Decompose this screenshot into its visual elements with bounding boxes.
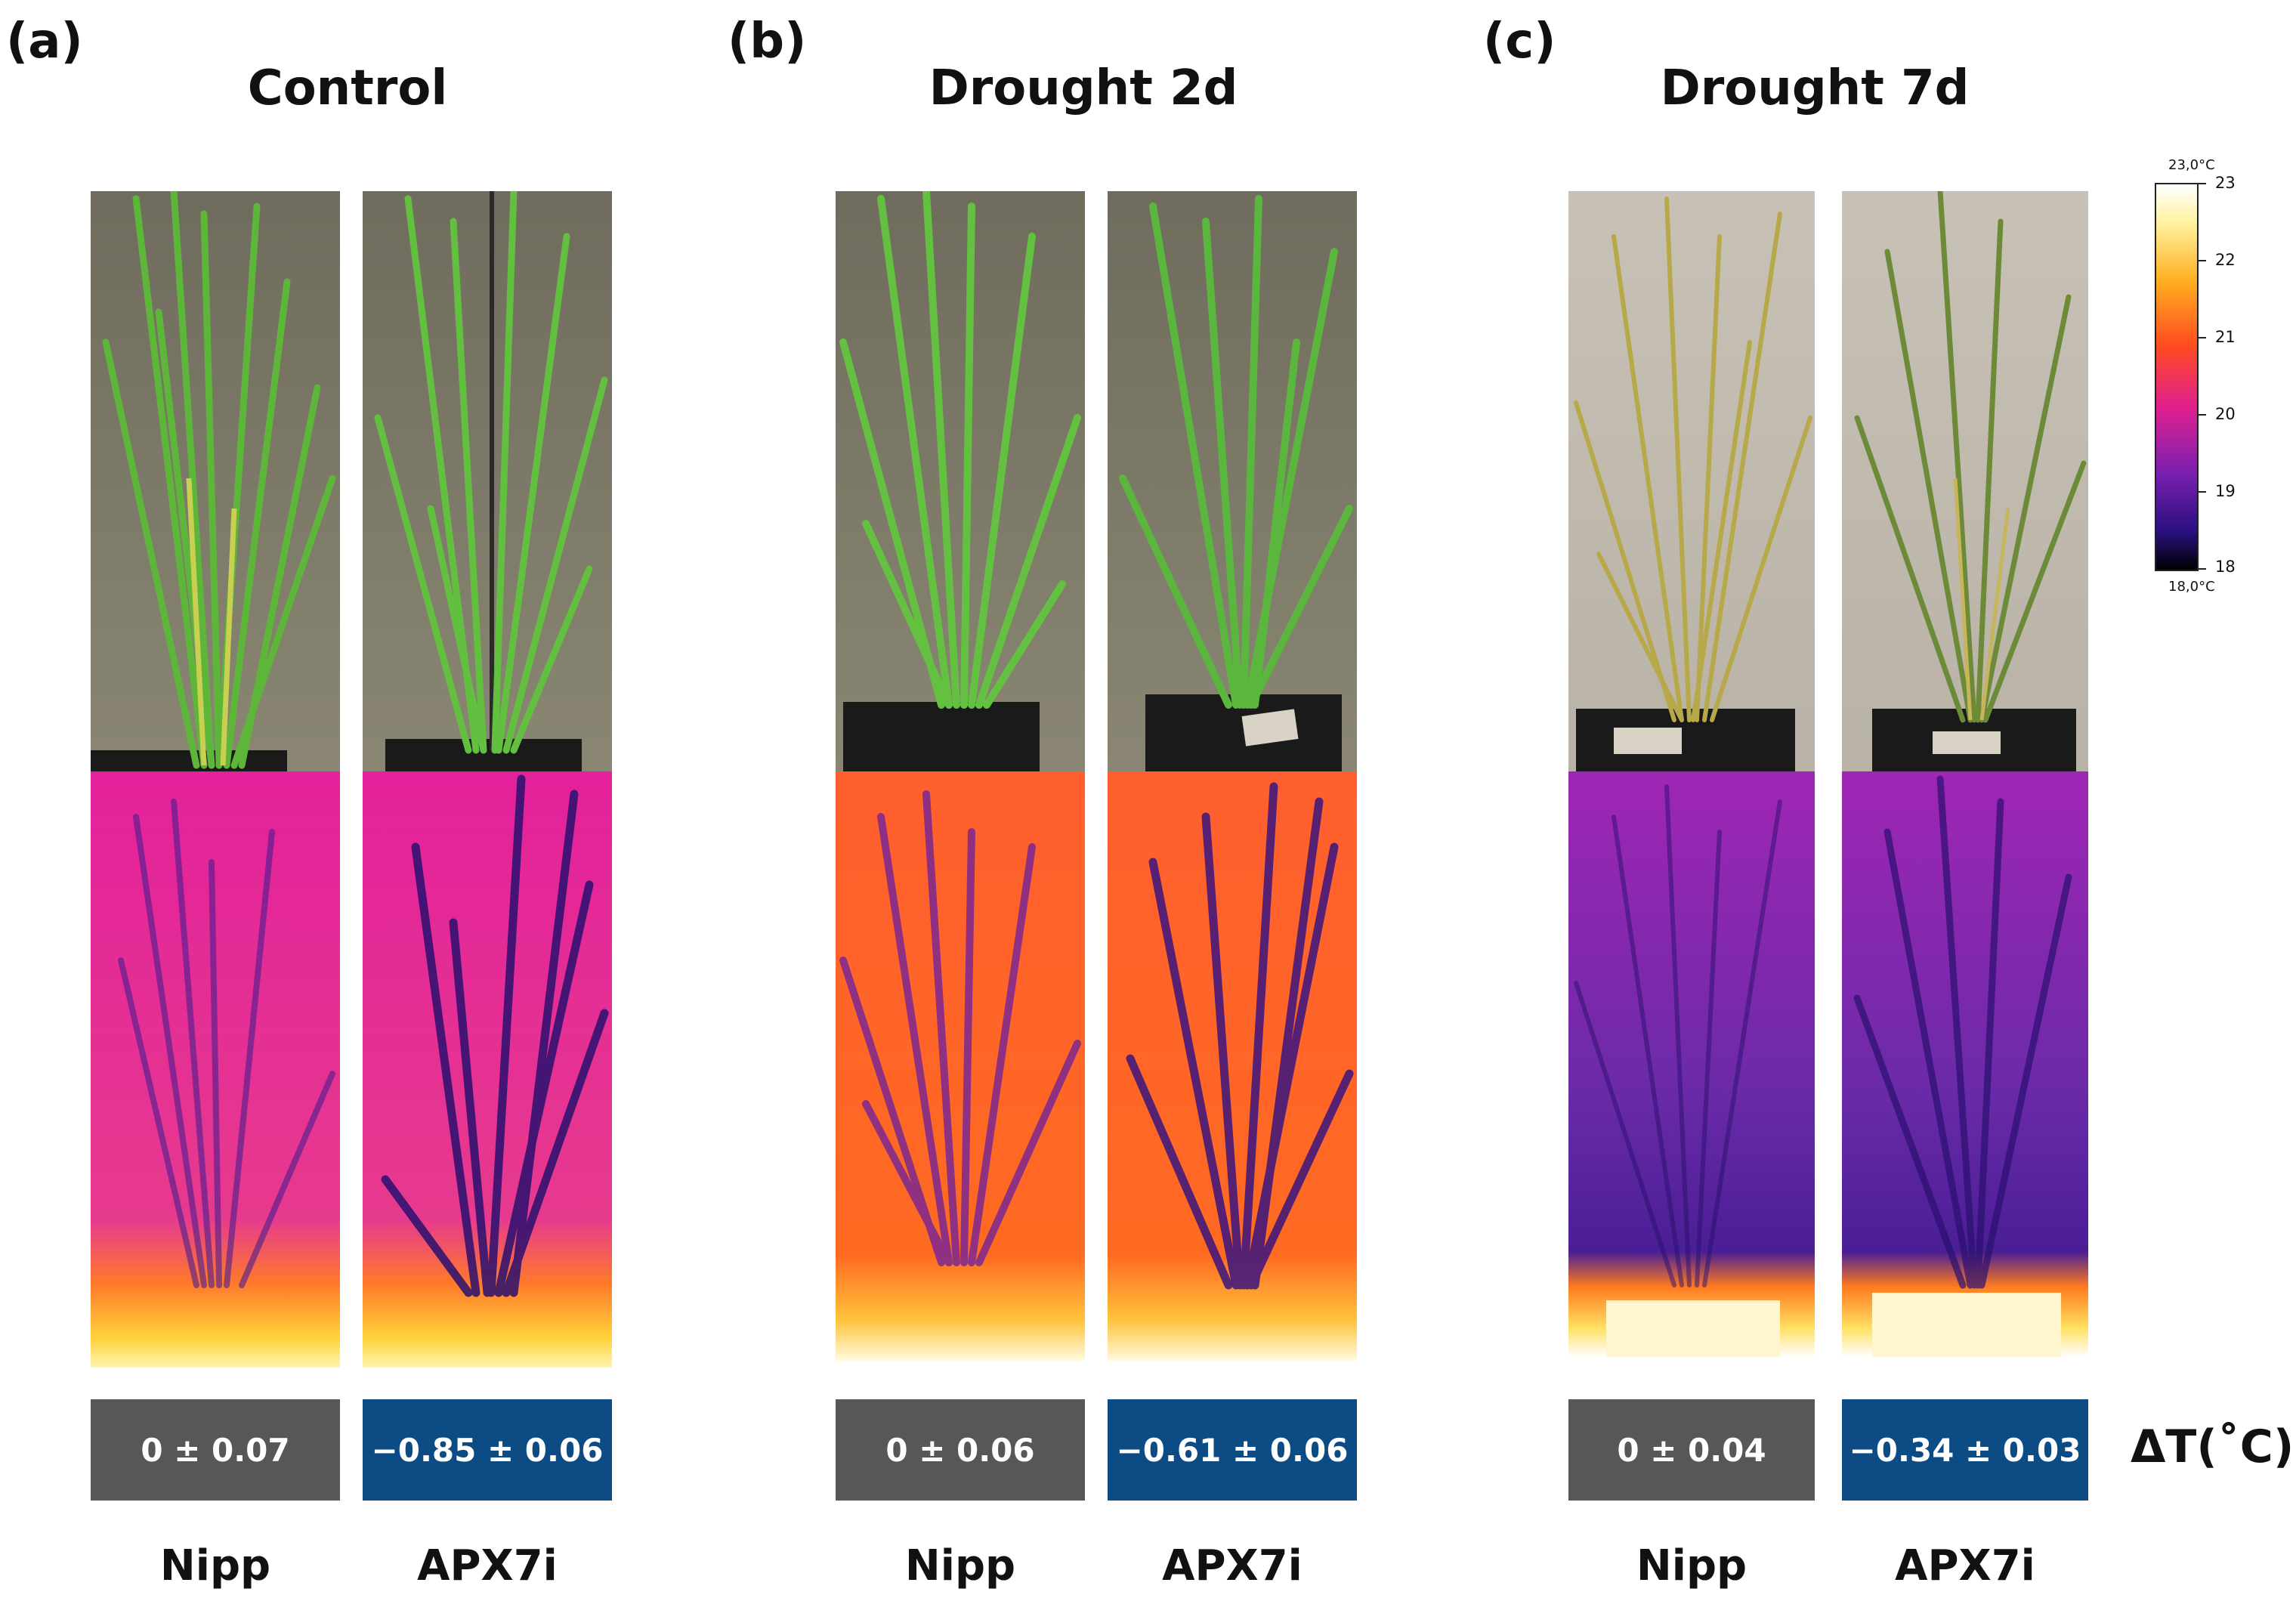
panel-c-letter: (c) — [1483, 14, 1556, 70]
temperature-colorbar: 23,0°C 23 22 21 20 19 18 18,0°C — [2100, 144, 2282, 612]
panel-a-letter: (a) — [6, 14, 83, 70]
thermal-drought2d-nipp — [836, 771, 1085, 1361]
colorbar-tick: 21 — [2215, 328, 2236, 346]
delta-drought7d-nipp: 0 ± 0.04 — [1568, 1399, 1815, 1501]
delta-drought2d-apx7i: −0.61 ± 0.06 — [1108, 1399, 1357, 1501]
panel-b-title: Drought 2d — [929, 60, 1238, 116]
thermal-drought7d-nipp — [1568, 771, 1815, 1357]
panel-b-letter: (b) — [728, 14, 807, 70]
delta-drought7d-apx7i: −0.34 ± 0.03 — [1842, 1399, 2088, 1501]
photo-drought7d-nipp — [1568, 191, 1815, 771]
thermal-drought7d-apx7i — [1842, 771, 2088, 1357]
delta-control-nipp: 0 ± 0.07 — [91, 1399, 340, 1501]
colorbar-min-label: 18,0°C — [2168, 579, 2215, 595]
delta-t-axis-label: ΔT(˚C) — [2131, 1420, 2294, 1473]
genotype-label-drought7d-nipp: Nipp — [1636, 1541, 1747, 1590]
photo-drought2d-nipp — [836, 191, 1085, 771]
photo-control-apx7i — [363, 191, 612, 771]
panel-a-title: Control — [247, 60, 448, 116]
colorbar-tick: 18 — [2215, 558, 2236, 576]
genotype-label-drought2d-apx7i: APX7i — [1162, 1541, 1303, 1590]
photo-control-nipp — [91, 191, 340, 771]
colorbar-tick: 19 — [2215, 482, 2236, 500]
genotype-label-control-apx7i: APX7i — [417, 1541, 558, 1590]
colorbar-tick: 22 — [2215, 251, 2236, 269]
panel-c-title: Drought 7d — [1660, 60, 1970, 116]
photo-drought2d-apx7i — [1108, 191, 1357, 771]
genotype-label-drought7d-apx7i: APX7i — [1895, 1541, 2035, 1590]
colorbar-axis — [2197, 183, 2208, 570]
genotype-label-control-nipp: Nipp — [159, 1541, 271, 1590]
colorbar-max-label: 23,0°C — [2168, 157, 2215, 173]
delta-drought2d-nipp: 0 ± 0.06 — [836, 1399, 1085, 1501]
colorbar-gradient — [2155, 183, 2199, 571]
delta-control-apx7i: −0.85 ± 0.06 — [363, 1399, 612, 1501]
colorbar-tick: 23 — [2215, 174, 2236, 192]
thermal-drought2d-apx7i — [1108, 771, 1357, 1361]
genotype-label-drought2d-nipp: Nipp — [904, 1541, 1016, 1590]
thermal-control-apx7i — [363, 771, 612, 1368]
photo-drought7d-apx7i — [1842, 191, 2088, 771]
colorbar-tick: 20 — [2215, 405, 2236, 423]
thermal-control-nipp — [91, 771, 340, 1368]
